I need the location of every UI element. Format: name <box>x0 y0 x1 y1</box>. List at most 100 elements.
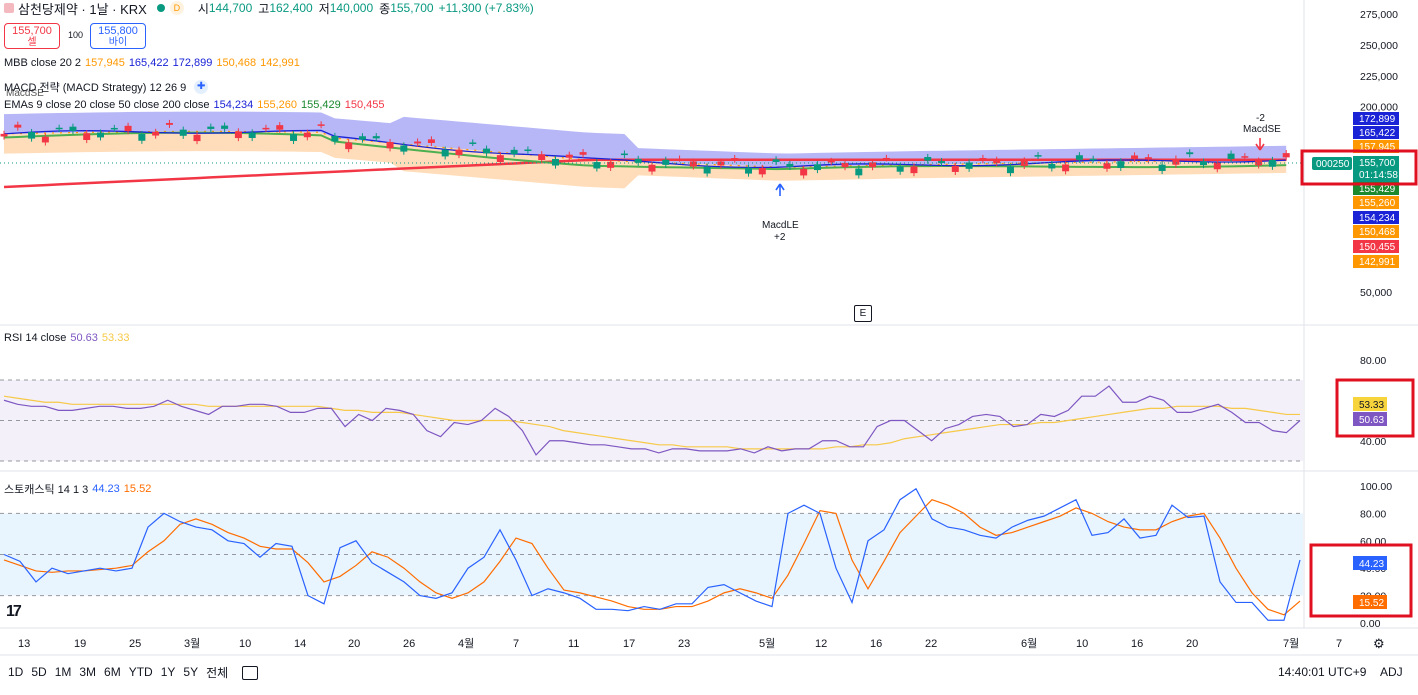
range-5y[interactable]: 5Y <box>183 665 199 679</box>
rsi-tag <box>1353 412 1387 426</box>
time-axis-label: 23 <box>678 638 690 650</box>
sell-button[interactable]: 155,700 셀 <box>4 23 60 49</box>
candle-body <box>248 132 256 138</box>
range-6m[interactable]: 6M <box>104 665 121 679</box>
time-axis-label: 17 <box>623 638 635 650</box>
earnings-marker[interactable]: E <box>854 305 872 322</box>
macd-se-label: MacdSE <box>1243 124 1281 135</box>
clock-timezone[interactable]: 14:40:01 UTC+9 <box>1278 665 1367 679</box>
candle-body <box>303 132 311 138</box>
buy-button[interactable]: 155,800 바이 <box>90 23 146 49</box>
ema-legend[interactable]: EMAs 9 close 20 close 50 close 200 close… <box>4 99 389 111</box>
low-label: 저 <box>318 1 330 16</box>
goto-date-icon[interactable] <box>242 666 259 680</box>
adjust-toggle[interactable]: ADJ <box>1380 665 1403 679</box>
range-1m[interactable]: 1M <box>54 665 72 679</box>
range-5d[interactable]: 5D <box>31 665 47 679</box>
candle-body <box>703 166 711 174</box>
candle-body <box>1172 158 1180 165</box>
stoch-axis-label: 100.00 <box>1360 481 1392 493</box>
price-axis-label: 50,000 <box>1360 287 1392 299</box>
rsi-value: 50.63 <box>70 332 98 344</box>
rsi-ma-value: 53.33 <box>101 332 130 344</box>
candle-body <box>882 157 890 160</box>
open-label: 시 <box>197 1 209 16</box>
candle-body <box>910 166 918 174</box>
range-1d[interactable]: 1D <box>8 665 24 679</box>
mbb-legend[interactable]: MBB close 20 2 157,945 165,422 172,899 1… <box>4 57 304 69</box>
time-axis-label: 6월 <box>1021 637 1037 650</box>
price-tag-text: 154,234 <box>1359 213 1396 224</box>
time-axis-label: 11 <box>568 638 579 650</box>
candle-body <box>1089 158 1097 161</box>
price-axis-label: 200,000 <box>1360 102 1398 114</box>
candle-body <box>758 167 766 175</box>
candle-body <box>745 167 753 174</box>
candle-body <box>1034 155 1042 157</box>
tradingview-logo-icon[interactable]: 17 <box>6 603 22 620</box>
candle-body <box>1062 164 1070 172</box>
macd-le-arrow-icon <box>775 183 785 196</box>
range-all[interactable]: 전체 <box>206 665 229 680</box>
candle-body <box>400 145 408 152</box>
candle-body <box>41 136 49 143</box>
candle-body <box>648 164 656 172</box>
rsi-axis-label: 40.00 <box>1360 436 1386 448</box>
order-quantity[interactable]: 100 <box>68 30 84 40</box>
candle-body <box>1227 153 1235 159</box>
rsi-ma-tag <box>1353 397 1387 411</box>
macd-legend[interactable]: MACD 전략 (MACD Strategy) 12 26 9 ✚ <box>4 79 212 95</box>
stoch-legend[interactable]: 스토캐스틱 14 1 3 44.23 15.52 <box>4 481 155 497</box>
market-status-icon <box>156 4 165 12</box>
low-value: 140,000 <box>329 1 374 15</box>
last-price-tag <box>1353 156 1399 182</box>
price-tag-text: 172,899 <box>1359 114 1396 125</box>
candle-body <box>372 136 380 139</box>
candle-body <box>1213 162 1221 170</box>
candle-body <box>689 161 697 167</box>
macd-le-qty: +2 <box>774 232 786 243</box>
candle-body <box>0 133 8 137</box>
time-axis-label: 12 <box>815 638 827 650</box>
price-tag-text: 157,945 <box>1359 142 1396 153</box>
time-axis-label: 20 <box>348 638 360 650</box>
rsi-legend[interactable]: RSI 14 close 50.63 53.33 <box>4 332 133 344</box>
candle-body <box>524 149 532 152</box>
countdown-text: 01:14:58 <box>1359 170 1398 181</box>
highlight-box-stoch <box>1309 543 1413 618</box>
range-3m[interactable]: 3M <box>79 665 97 679</box>
candle-body <box>800 168 808 176</box>
candle-body <box>1144 157 1152 160</box>
price-tag-text: 150,455 <box>1359 242 1396 253</box>
candle-body <box>855 168 863 176</box>
price-axis-label: 275,000 <box>1360 9 1398 21</box>
high-label: 고 <box>258 1 270 16</box>
candle-body <box>28 132 36 139</box>
symbol-logo-icon <box>4 3 14 13</box>
candle-body <box>538 154 546 160</box>
symbol-title[interactable]: 삼천당제약 · 1날 · KRX <box>18 1 147 17</box>
candle-body <box>1186 152 1194 155</box>
candle-body <box>1006 166 1014 174</box>
stoch-d-line <box>3 499 1301 616</box>
dividend-badge[interactable]: D <box>169 1 184 15</box>
candle-body <box>896 166 904 172</box>
range-ytd[interactable]: YTD <box>128 665 153 679</box>
stoch-d-tag <box>1353 595 1387 609</box>
time-axis-label: 20 <box>1186 638 1198 650</box>
candle-body <box>662 159 670 165</box>
candle-body <box>358 136 366 140</box>
price-tag <box>1353 112 1399 125</box>
candle-body <box>179 129 187 136</box>
candle-body <box>83 133 91 141</box>
mbb-value-5: 142,991 <box>260 57 300 69</box>
range-1y[interactable]: 1Y <box>160 665 176 679</box>
settings-gear-icon[interactable]: ⚙ <box>1373 636 1385 651</box>
rsi-ma-line <box>3 395 1300 450</box>
price-tag-text: 165,422 <box>1359 128 1396 139</box>
price-tag <box>1353 255 1399 268</box>
stoch-d-value: 15.52 <box>123 483 152 495</box>
candle-body <box>551 158 559 166</box>
add-indicator-icon[interactable]: ✚ <box>194 80 209 94</box>
